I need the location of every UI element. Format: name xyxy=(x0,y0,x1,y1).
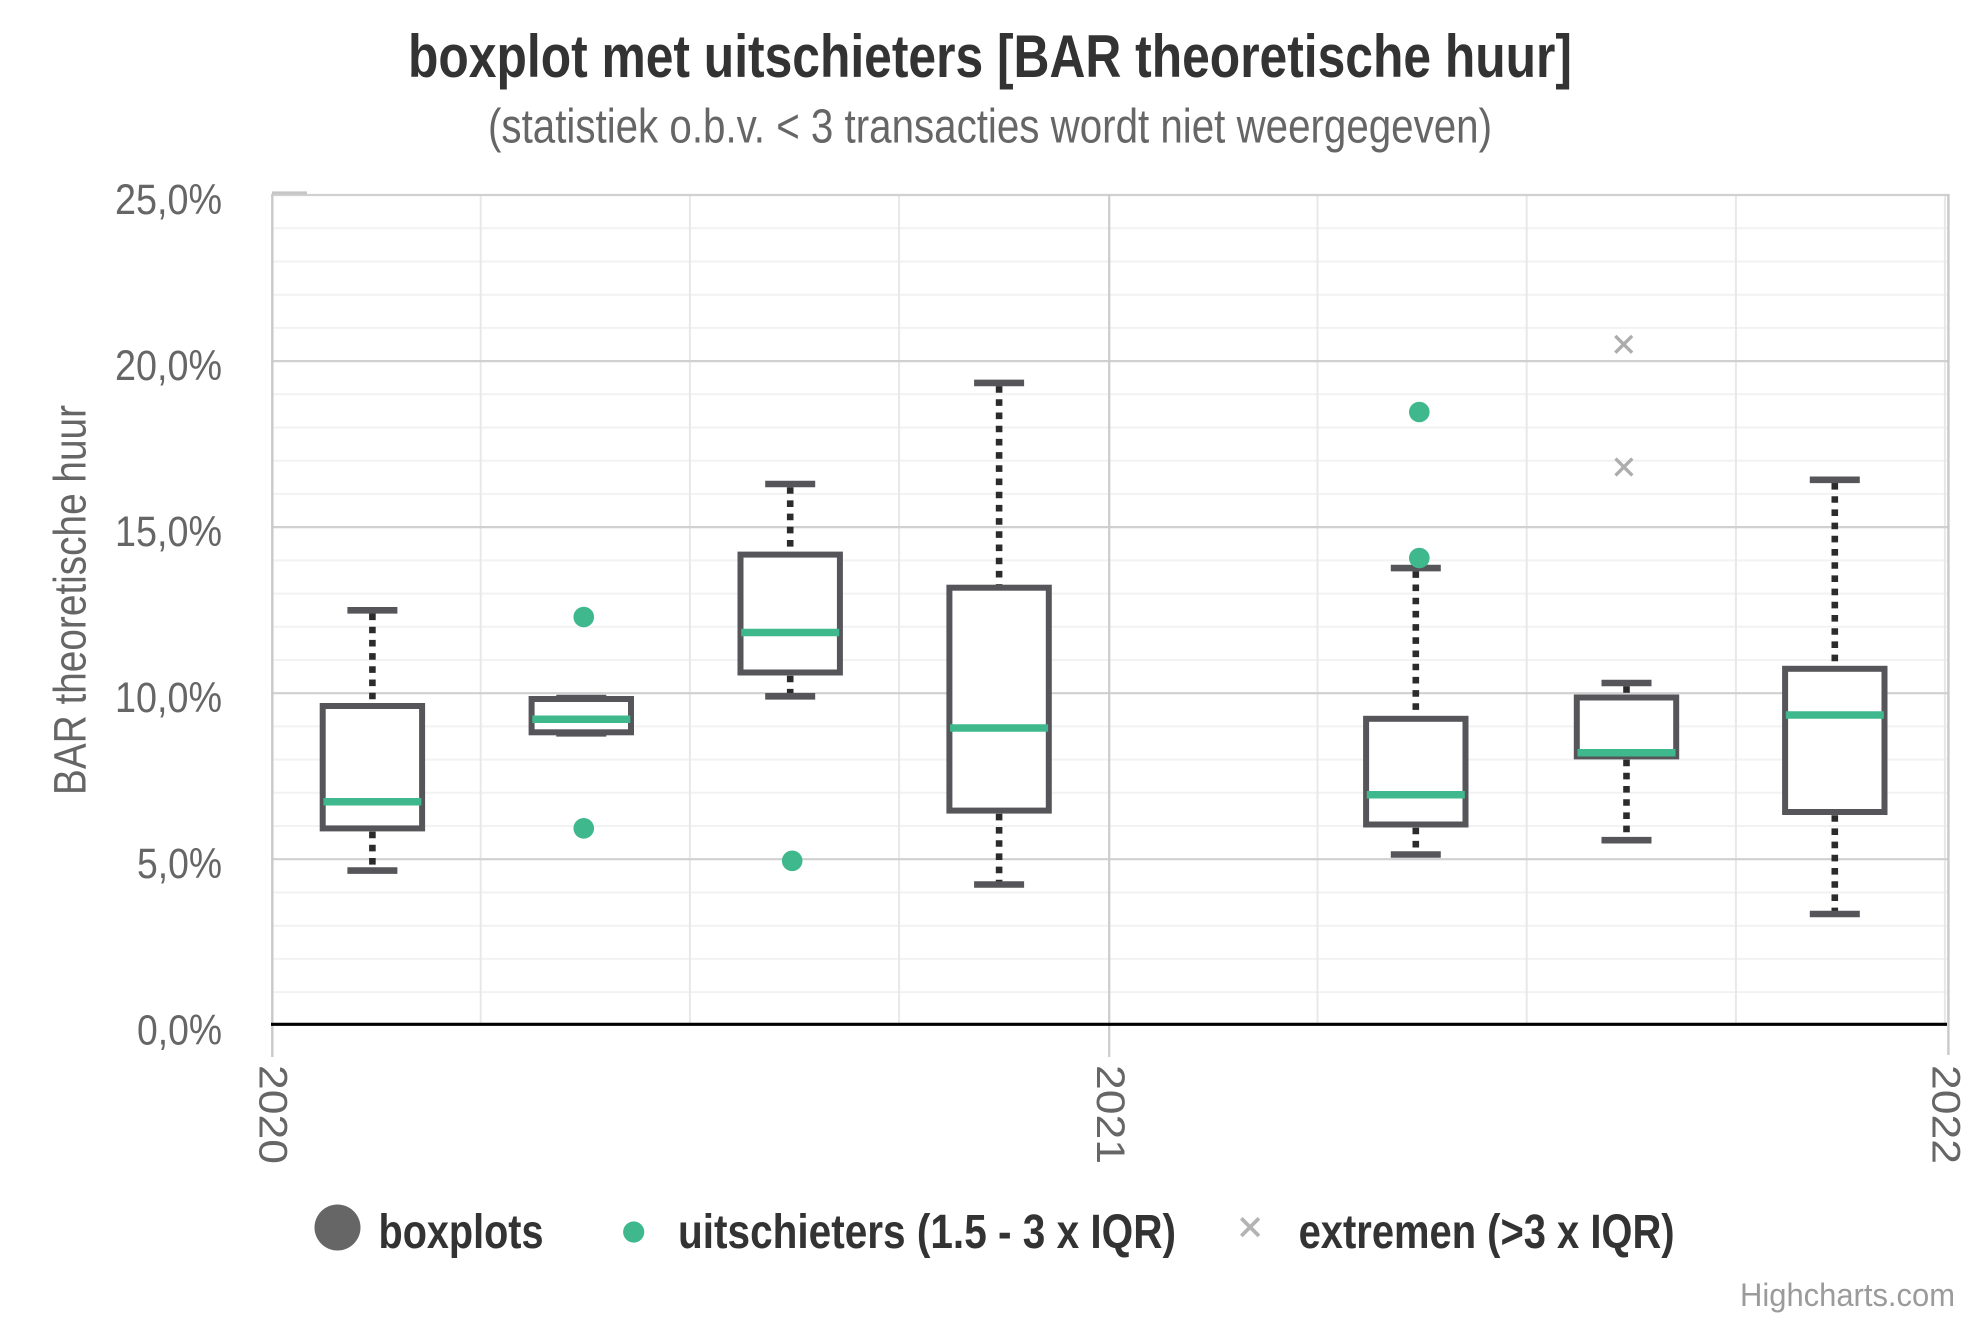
svg-text:(statistiek o.b.v. < 3 transac: (statistiek o.b.v. < 3 transacties wordt… xyxy=(488,101,1492,154)
svg-text:20,0%: 20,0% xyxy=(115,342,222,390)
svg-text:15,0%: 15,0% xyxy=(115,508,222,556)
svg-text:boxplots: boxplots xyxy=(379,1206,544,1259)
svg-text:25,0%: 25,0% xyxy=(115,176,222,224)
svg-text:2021: 2021 xyxy=(1088,1065,1132,1164)
svg-text:0,0%: 0,0% xyxy=(137,1006,222,1054)
svg-text:uitschieters (1.5 - 3 x IQR): uitschieters (1.5 - 3 x IQR) xyxy=(678,1206,1176,1259)
svg-text:boxplot met uitschieters [BAR: boxplot met uitschieters [BAR theoretisc… xyxy=(408,23,1572,90)
svg-text:10,0%: 10,0% xyxy=(115,674,222,722)
svg-text:Highcharts.com: Highcharts.com xyxy=(1740,1277,1955,1313)
svg-text:extremen (>3 x IQR): extremen (>3 x IQR) xyxy=(1299,1206,1675,1259)
svg-text:5,0%: 5,0% xyxy=(137,840,222,888)
svg-text:2022: 2022 xyxy=(1924,1065,1968,1164)
svg-text:2020: 2020 xyxy=(251,1065,295,1164)
svg-text:BAR theoretische huur: BAR theoretische huur xyxy=(45,405,96,795)
